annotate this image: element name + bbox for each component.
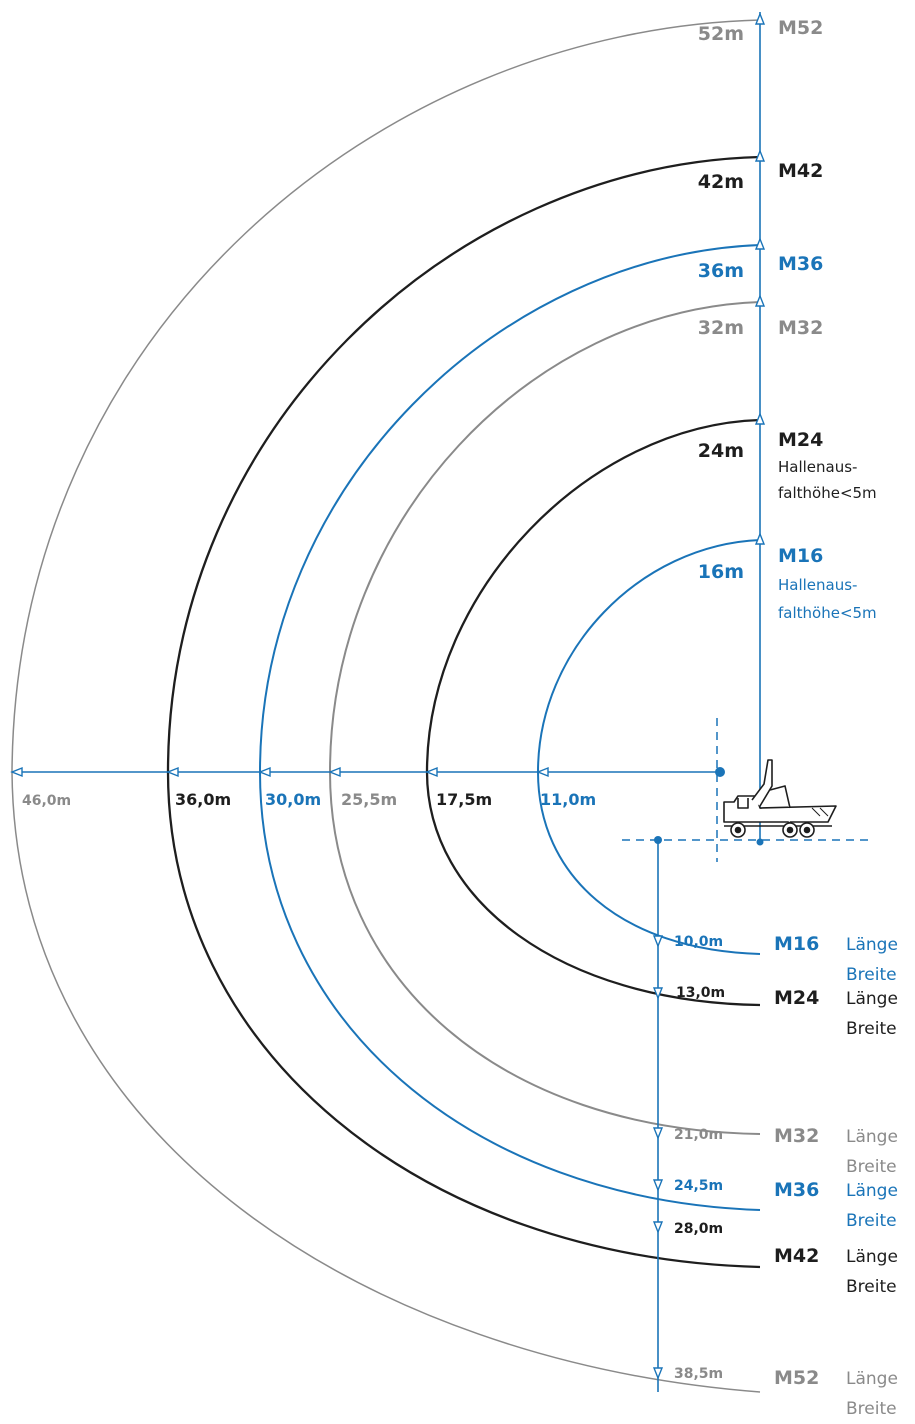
height-arrow-m16 — [754, 532, 766, 545]
length-term-m32: Länge — [846, 1127, 898, 1147]
reach-label-m32: 25,5m — [341, 790, 397, 809]
reach-arcs — [11, 19, 761, 1393]
length-arrow-m24 — [652, 987, 664, 1000]
reach-label-m24: 17,5m — [436, 790, 492, 809]
model-name-m16: M16 — [778, 545, 823, 567]
length-label-m24: 13,0m — [676, 985, 725, 1001]
reference-lines — [622, 718, 870, 862]
height-arrow-m52 — [754, 12, 766, 25]
length-label-m32: 21,0m — [674, 1127, 723, 1143]
width-term-m52: Breite — [846, 1399, 897, 1419]
model-name-m42: M42 — [778, 160, 823, 182]
arc-m24 — [425, 418, 761, 1007]
height-label-m32: 32m — [698, 317, 744, 339]
model-names-top: M52 M42 M36 M32 M24 Hallenaus- falthöhe<… — [778, 17, 877, 622]
reach-label-m36: 30,0m — [265, 790, 321, 809]
width-term-m42: Breite — [846, 1277, 897, 1297]
bottom-model-m42: M42 — [774, 1245, 819, 1267]
arc-m52 — [11, 19, 761, 1393]
reach-axis — [10, 766, 725, 778]
width-term-m36: Breite — [846, 1211, 897, 1231]
reach-arrow-m36 — [258, 766, 271, 778]
ground-pivot-dot — [756, 838, 764, 846]
reach-arrow-m16 — [536, 766, 549, 778]
length-label-m52: 38,5m — [674, 1366, 723, 1382]
bottom-model-m32: M32 — [774, 1125, 819, 1147]
model-note-m16-line2: falthöhe<5m — [778, 604, 877, 622]
length-term-m36: Länge — [846, 1181, 898, 1201]
model-note-m24-line2: falthöhe<5m — [778, 484, 877, 502]
arc-m36 — [258, 244, 761, 1211]
height-arrow-m24 — [754, 412, 766, 425]
model-note-m24-line1: Hallenaus- — [778, 458, 857, 476]
length-arrow-m36 — [652, 1179, 664, 1192]
arc-m16 — [536, 539, 761, 955]
reach-labels: 46,0m 36,0m 30,0m 25,5m 17,5m 11,0m — [22, 790, 596, 809]
length-axis — [652, 836, 664, 1392]
width-term-m24: Breite — [846, 1019, 897, 1039]
length-term-m16: Länge — [846, 935, 898, 955]
length-label-m16: 10,0m — [674, 934, 723, 950]
reach-arrow-m42 — [166, 766, 179, 778]
model-names-bottom: M16 Länge Breite M24 Länge Breite M32 Lä… — [774, 933, 898, 1419]
length-term-m52: Länge — [846, 1369, 898, 1389]
length-arrow-m16 — [652, 935, 664, 948]
height-axis — [754, 12, 766, 842]
model-name-m36: M36 — [778, 253, 823, 275]
length-label-m36: 24,5m — [674, 1178, 723, 1194]
height-label-m16: 16m — [698, 561, 744, 583]
reach-label-m52: 46,0m — [22, 793, 71, 809]
model-note-m16-line1: Hallenaus- — [778, 576, 857, 594]
length-labels: 10,0m 13,0m 21,0m 24,5m 28,0m 38,5m — [674, 934, 725, 1382]
length-arrow-m32 — [652, 1127, 664, 1140]
length-arrow-m42 — [652, 1221, 664, 1234]
length-term-m24: Länge — [846, 989, 898, 1009]
height-label-m36: 36m — [698, 260, 744, 282]
height-arrow-m32 — [754, 294, 766, 307]
arc-m42 — [166, 155, 761, 1269]
width-term-m32: Breite — [846, 1157, 897, 1177]
height-label-m52: 52m — [698, 23, 744, 45]
length-term-m42: Länge — [846, 1247, 898, 1267]
model-name-m24: M24 — [778, 429, 823, 451]
bottom-model-m24: M24 — [774, 987, 819, 1009]
reach-label-m42: 36,0m — [175, 790, 231, 809]
reach-label-m16: 11,0m — [540, 790, 596, 809]
bottom-model-m36: M36 — [774, 1179, 819, 1201]
height-label-m42: 42m — [698, 171, 744, 193]
height-arrow-m42 — [754, 149, 766, 162]
height-arrow-m36 — [754, 237, 766, 250]
bottom-model-m16: M16 — [774, 933, 819, 955]
reach-arrow-m52 — [10, 766, 23, 778]
reach-arrow-m32 — [328, 766, 341, 778]
bottom-model-m52: M52 — [774, 1367, 819, 1389]
width-term-m16: Breite — [846, 965, 897, 985]
height-labels: 52m 42m 36m 32m 24m 16m — [698, 23, 744, 583]
model-name-m32: M32 — [778, 317, 823, 339]
concrete-pump-truck-icon — [723, 759, 837, 838]
model-name-m52: M52 — [778, 17, 823, 39]
length-label-m42: 28,0m — [674, 1221, 723, 1237]
reach-arrow-m24 — [425, 766, 438, 778]
length-arrow-m52 — [652, 1367, 664, 1380]
height-label-m24: 24m — [698, 440, 744, 462]
